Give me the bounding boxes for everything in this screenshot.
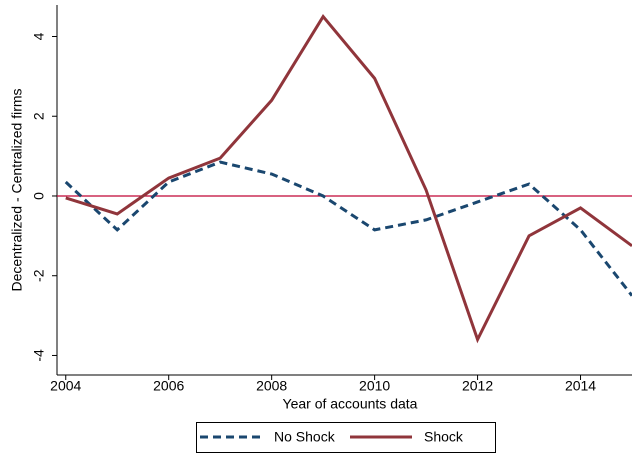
legend: No Shock Shock [196,422,496,453]
legend-label: No Shock [274,429,336,445]
x-tick-label: 2012 [462,378,493,394]
series-line [64,160,632,297]
x-axis-title: Year of accounts data [283,396,418,412]
legend-label: Shock [424,429,464,445]
y-axis-title: Decentralized - Centralized firms [9,88,25,291]
y-tick-label: -4 [31,349,47,362]
x-tick-label: 2014 [565,378,596,394]
x-tick-label: 2010 [359,378,390,394]
x-tick-label: 2004 [50,378,81,394]
y-tick-label: 0 [31,192,47,200]
x-tick-label: 2006 [153,378,184,394]
x-tick-label: 2008 [256,378,287,394]
y-tick-label: -2 [31,269,47,282]
y-tick-label: 4 [31,32,47,40]
series-line [65,13,632,344]
y-tick-label: 2 [31,112,47,120]
